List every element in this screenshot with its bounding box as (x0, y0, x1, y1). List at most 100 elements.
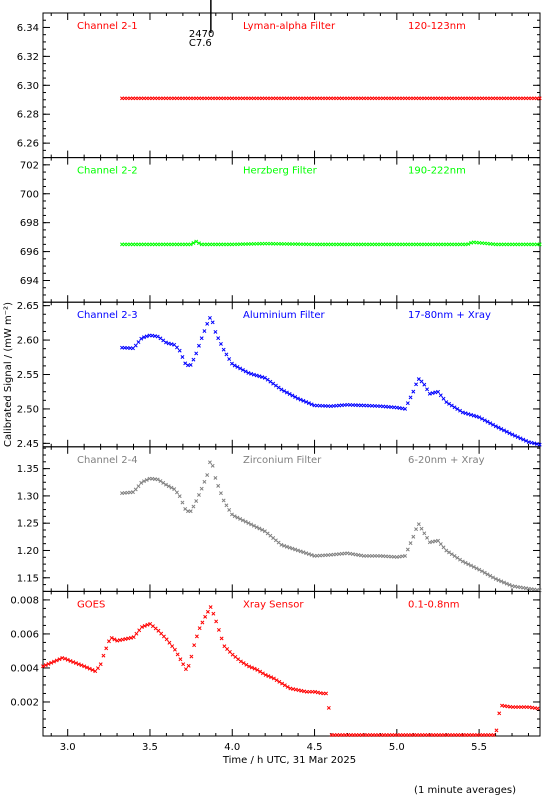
data-point-5 (255, 667, 260, 672)
data-point-5 (41, 664, 45, 669)
data-point-3 (526, 440, 531, 444)
data-point-5 (159, 631, 164, 636)
data-point-3 (301, 398, 306, 403)
data-point-3 (287, 392, 292, 396)
data-point-5 (238, 659, 243, 664)
data-point-3 (493, 424, 498, 429)
data-point-4 (188, 509, 193, 514)
data-point-3 (175, 345, 179, 350)
data-point-3 (496, 425, 501, 430)
data-point-4 (359, 553, 364, 558)
data-point-4 (144, 477, 149, 482)
data-point-4 (254, 525, 259, 530)
panel-frame-2 (42, 157, 541, 303)
data-point-4 (284, 544, 289, 549)
data-point-5 (90, 667, 95, 672)
data-point-5 (194, 634, 199, 639)
data-point-5 (170, 644, 175, 649)
data-point-3 (306, 401, 311, 406)
data-point-5 (296, 688, 301, 693)
data-point-4 (460, 559, 465, 564)
data-point-5 (494, 728, 499, 733)
data-point-5 (244, 662, 249, 667)
data-point-5 (54, 658, 59, 663)
band-label-1: 120-123nm (408, 21, 466, 32)
data-point-5 (101, 653, 106, 658)
data-point-4 (493, 576, 498, 581)
data-point-5 (318, 691, 323, 695)
data-point-4 (246, 521, 251, 525)
data-point-3 (207, 315, 212, 320)
filter-label-1: Lyman-alpha Filter (243, 21, 336, 32)
panel-frame-3 (42, 301, 541, 448)
data-point-5 (137, 628, 142, 633)
data-point-3 (532, 441, 537, 446)
data-point-5 (252, 666, 257, 671)
data-point-5 (205, 609, 210, 614)
data-point-5 (68, 658, 73, 663)
data-point-4 (488, 573, 493, 578)
data-point-5 (167, 640, 172, 645)
data-point-4 (282, 543, 287, 548)
y-tick-label: 6.32 (17, 52, 39, 63)
y-tick-label: 2.45 (17, 439, 39, 450)
data-point-4 (304, 551, 309, 556)
data-point-3 (155, 334, 160, 339)
data-point-4 (353, 552, 358, 557)
data-point-4 (441, 545, 446, 550)
data-point-3 (150, 333, 155, 338)
data-point-5 (46, 662, 51, 666)
data-point-5 (263, 672, 268, 677)
data-point-3 (221, 347, 226, 352)
data-point-5 (96, 666, 100, 671)
data-point-5 (117, 638, 122, 643)
data-point-4 (224, 503, 229, 508)
data-point-4 (499, 579, 504, 584)
y-tick-label: 0.008 (10, 595, 39, 606)
data-point-3 (139, 336, 144, 341)
data-point-5 (189, 654, 194, 659)
data-point-4 (172, 487, 177, 492)
data-point-4 (227, 507, 232, 512)
filter-label-5: Xray Sensor (243, 599, 304, 610)
data-point-5 (128, 635, 133, 640)
data-point-3 (304, 400, 309, 404)
data-point-4 (238, 516, 243, 521)
data-point-3 (455, 407, 460, 411)
data-point-4 (221, 498, 226, 503)
data-point-5 (211, 611, 216, 616)
data-point-5 (326, 705, 331, 710)
data-point-4 (485, 572, 490, 577)
data-point-5 (87, 666, 92, 671)
data-point-5 (107, 639, 111, 644)
y-tick-label: 1.15 (17, 573, 39, 584)
data-point-3 (251, 372, 256, 377)
data-point-3 (199, 336, 204, 341)
data-point-4 (202, 479, 207, 484)
y-tick-label: 1.35 (17, 464, 39, 475)
data-point-3 (447, 401, 451, 406)
data-point-4 (158, 479, 163, 483)
data-point-4 (218, 491, 223, 496)
data-point-1 (537, 96, 542, 101)
data-point-3 (194, 351, 199, 356)
data-point-3 (466, 412, 471, 416)
data-point-5 (183, 667, 188, 672)
data-point-4 (166, 484, 171, 489)
data-point-4 (518, 585, 523, 590)
data-point-4 (177, 494, 182, 499)
y-tick-label: 6.28 (17, 110, 39, 121)
data-point-4 (180, 500, 185, 505)
data-point-5 (192, 643, 197, 648)
data-point-5 (79, 663, 84, 668)
data-point-4 (207, 460, 212, 465)
data-point-4 (438, 542, 443, 546)
x-tick-label: 5.5 (471, 742, 487, 753)
data-point-3 (433, 390, 438, 395)
data-point-2 (194, 239, 199, 244)
data-point-5 (219, 636, 224, 641)
data-point-2 (191, 241, 196, 245)
data-point-5 (491, 733, 496, 737)
